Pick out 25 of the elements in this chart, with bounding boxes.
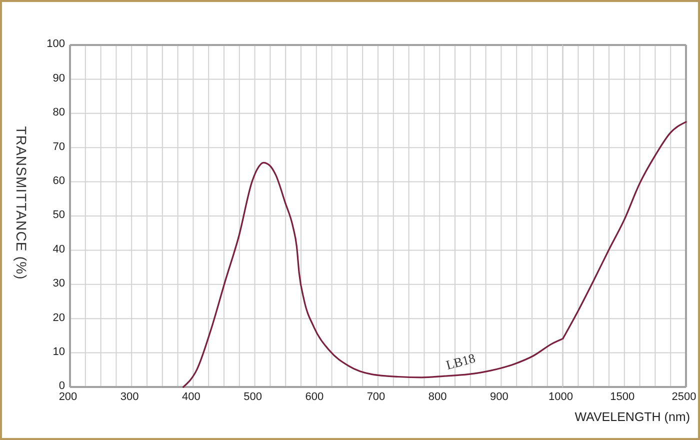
x-tick-label: 200: [58, 391, 78, 403]
x-tick-label: 1500: [610, 391, 635, 403]
y-tick-label: 50: [52, 209, 65, 222]
y-tick-label: 100: [46, 38, 65, 50]
y-tick-label: 30: [52, 278, 65, 290]
y-tick-label: 60: [52, 175, 65, 187]
y-tick-label: 70: [52, 140, 65, 153]
x-tick-label: 300: [120, 391, 139, 403]
x-axis-title: WAVELENGTH (nm): [574, 410, 690, 424]
x-tick-label: 1000: [548, 391, 574, 403]
y-tick-label: 80: [52, 106, 65, 119]
x-tick-label: 2500: [672, 391, 696, 403]
y-tick-label: 20: [52, 312, 65, 324]
x-tick-label: 900: [490, 391, 508, 403]
y-tick-label: 10: [52, 346, 65, 358]
y-tick-label: 90: [52, 72, 65, 84]
x-tick-label: 600: [305, 391, 324, 403]
x-tick-label: 400: [182, 391, 200, 403]
y-tick-label: 40: [52, 243, 65, 256]
x-tick-label: 700: [366, 391, 386, 403]
y-tick-label: 0: [58, 380, 65, 392]
y-axis-title: TRANSMITTANCE (%): [13, 126, 30, 280]
x-tick-label: 800: [428, 391, 447, 403]
text: LB18: [444, 350, 477, 373]
x-tick-label: 500: [244, 391, 262, 403]
